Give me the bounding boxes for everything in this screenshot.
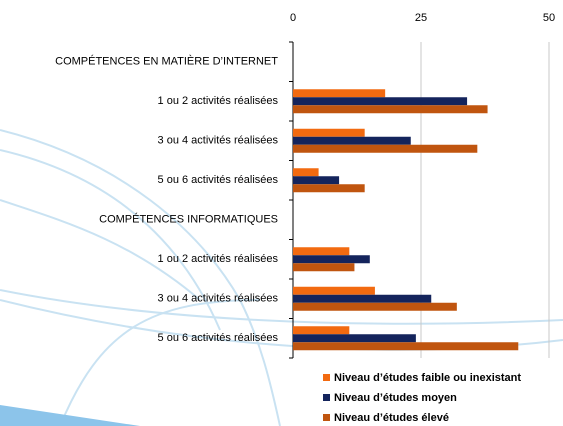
x-tick-label: 25: [415, 12, 427, 24]
x-tick-label: 0: [290, 12, 296, 24]
bar: [293, 294, 432, 303]
y-tick-label: 3 ou 4 activités réalisées: [158, 135, 279, 147]
bar: [293, 342, 519, 351]
bar: [293, 128, 365, 137]
legend-swatch: [323, 414, 330, 421]
bar: [293, 168, 319, 177]
bar: [293, 255, 370, 264]
bar: [293, 247, 350, 256]
y-tick-label: 5 ou 6 activités réalisées: [158, 332, 279, 344]
y-tick-label: 1 ou 2 activités réalisées: [158, 253, 279, 265]
bar: [293, 263, 355, 272]
bar: [293, 326, 350, 335]
legend-swatch: [323, 374, 330, 381]
bar: [293, 144, 478, 153]
y-tick-label: 3 ou 4 activités réalisées: [158, 293, 279, 305]
bar: [293, 286, 375, 295]
x-tick-label: 50: [543, 12, 555, 24]
y-tick-label: COMPÉTENCES INFORMATIQUES: [99, 213, 278, 226]
background-decoration: [0, 405, 140, 426]
bar: [293, 334, 416, 343]
y-tick-label: 5 ou 6 activités réalisées: [158, 174, 279, 186]
y-tick-label: COMPÉTENCES EN MATIÈRE D’INTERNET: [55, 55, 278, 68]
bar: [293, 184, 365, 193]
bar: [293, 136, 411, 145]
bar: [293, 105, 488, 114]
legend-label: Niveau d’études élevé: [334, 412, 449, 424]
bar: [293, 89, 386, 98]
bar: [293, 176, 340, 185]
legend-label: Niveau d’études moyen: [334, 392, 457, 404]
bar: [293, 97, 468, 106]
legend-swatch: [323, 394, 330, 401]
bar: [293, 302, 457, 311]
y-tick-label: 1 ou 2 activités réalisées: [158, 95, 279, 107]
legend-label: Niveau d’études faible ou inexistant: [334, 372, 521, 384]
